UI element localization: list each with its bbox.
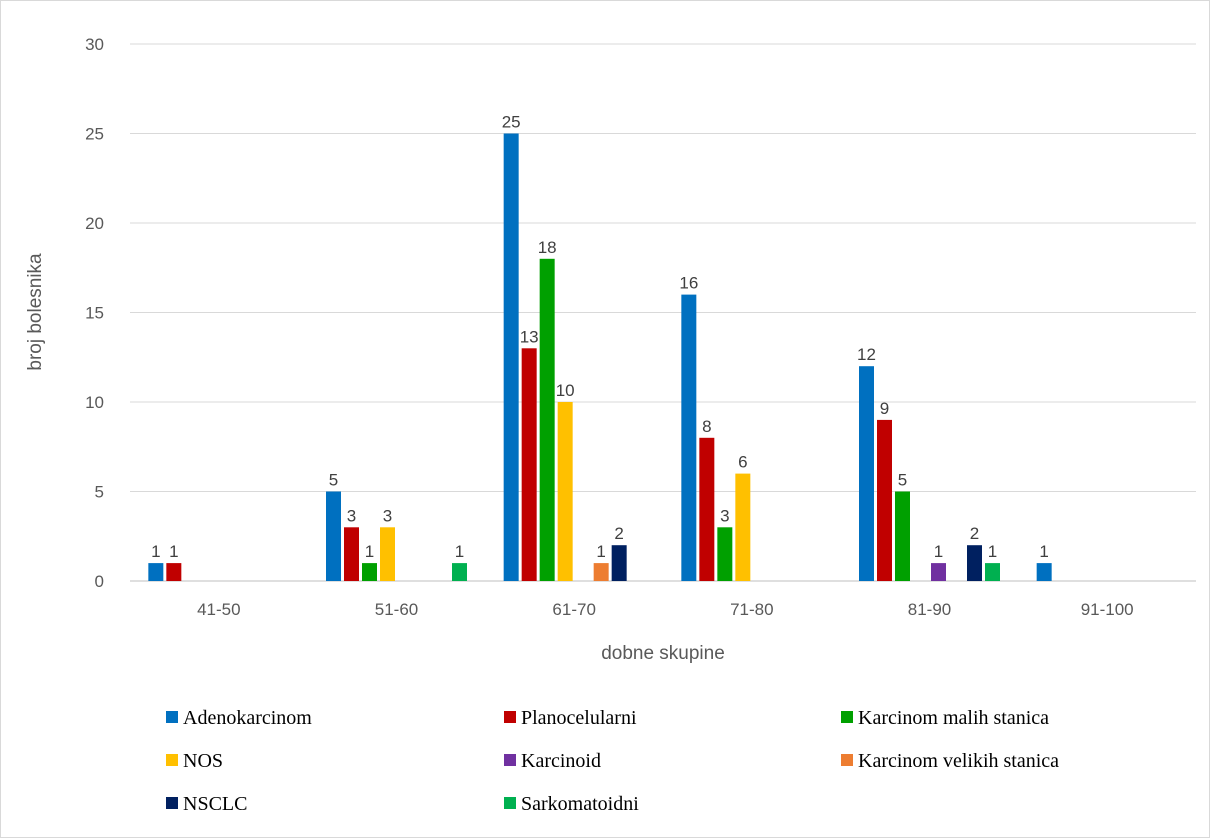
legend-label: Planocelularni	[521, 707, 637, 729]
y-tick-label: 5	[95, 483, 104, 502]
data-label: 1	[596, 542, 605, 561]
bar	[699, 437, 715, 581]
x-tick-label: 71-80	[730, 600, 773, 619]
bar	[859, 366, 874, 581]
bar	[148, 563, 164, 581]
x-axis-ticks: 41-50 51-60 61-70 71-80 81-90 91-100	[197, 600, 1134, 619]
x-tick-label: 41-50	[197, 600, 240, 619]
legend-label: Sarkomatoidni	[521, 793, 639, 815]
data-label: 1	[1039, 542, 1048, 561]
data-label: 12	[857, 345, 876, 364]
y-tick-label: 25	[85, 125, 104, 144]
data-label: 8	[702, 417, 711, 436]
legend: Adenokarcinom Planocelularni Karcinom mali…	[166, 707, 1059, 815]
bar	[344, 527, 359, 581]
data-label: 3	[347, 506, 356, 525]
legend-item: Karcinom velikih stanica	[841, 750, 1059, 772]
data-label: 2	[970, 524, 979, 543]
bar	[985, 563, 1000, 581]
legend-item: NSCLC	[166, 793, 247, 815]
legend-label: NSCLC	[183, 793, 247, 815]
bar	[539, 258, 555, 581]
data-label: 6	[738, 453, 747, 472]
data-label: 1	[169, 542, 178, 561]
data-label: 2	[614, 524, 623, 543]
bar	[1036, 563, 1052, 581]
legend-item: Adenokarcinom	[166, 707, 312, 729]
legend-swatch	[841, 711, 853, 723]
bar	[681, 294, 697, 581]
legend-swatch	[166, 754, 178, 766]
data-label: 1	[151, 542, 160, 561]
y-tick-label: 20	[85, 214, 104, 233]
bar	[521, 348, 537, 581]
y-tick-label: 0	[95, 572, 104, 591]
legend-swatch	[504, 711, 516, 723]
data-label: 1	[365, 542, 374, 561]
legend-item: Sarkomatoidni	[504, 793, 639, 815]
bar	[326, 491, 341, 581]
x-tick-label: 61-70	[552, 600, 595, 619]
data-label: 10	[556, 381, 575, 400]
legend-item: NOS	[166, 750, 223, 772]
legend-swatch	[166, 797, 178, 809]
y-axis-ticks: 0 5 10 15 20 25 30	[85, 35, 104, 591]
legend-swatch	[841, 754, 853, 766]
x-tick-label: 51-60	[375, 600, 418, 619]
y-tick-label: 15	[85, 304, 104, 323]
data-label: 9	[880, 399, 889, 418]
bar	[717, 527, 733, 581]
bar	[452, 563, 467, 581]
bar	[380, 527, 395, 581]
gridlines	[130, 43, 1196, 582]
bar	[931, 563, 946, 581]
bar	[735, 473, 751, 581]
y-axis-title: broj bolesnika	[25, 253, 46, 371]
legend-label: NOS	[183, 750, 223, 772]
y-tick-label: 10	[85, 393, 104, 412]
legend-label: Adenokarcinom	[183, 707, 312, 729]
bar	[593, 563, 609, 581]
legend-item: Planocelularni	[504, 707, 637, 729]
data-label: 13	[520, 327, 539, 346]
data-label: 1	[455, 542, 464, 561]
bar	[362, 563, 377, 581]
data-label: 5	[329, 471, 338, 490]
data-label: 1	[934, 542, 943, 561]
data-label: 5	[898, 471, 907, 490]
data-label: 3	[383, 506, 392, 525]
data-label: 3	[720, 506, 729, 525]
x-tick-label: 81-90	[908, 600, 951, 619]
legend-swatch	[166, 711, 178, 723]
bar	[895, 491, 910, 581]
bar	[557, 402, 573, 581]
data-label: 1	[988, 542, 997, 561]
legend-label: Karcinoid	[521, 750, 601, 772]
x-tick-label: 91-100	[1081, 600, 1134, 619]
bar	[611, 545, 627, 581]
bar	[503, 133, 519, 581]
data-label: 16	[679, 274, 698, 293]
legend-swatch	[504, 754, 516, 766]
data-label: 18	[538, 238, 557, 257]
legend-item: Karcinom malih stanica	[841, 707, 1049, 729]
bar	[166, 563, 182, 581]
x-axis-title: dobne skupine	[601, 643, 725, 664]
legend-label: Karcinom malih stanica	[858, 707, 1049, 729]
bar	[967, 545, 982, 581]
legend-label: Karcinom velikih stanica	[858, 750, 1059, 772]
bars	[148, 133, 1052, 581]
data-label: 25	[502, 113, 521, 132]
legend-item: Karcinoid	[504, 750, 601, 772]
bar	[877, 419, 892, 581]
y-tick-label: 30	[85, 35, 104, 54]
legend-swatch	[504, 797, 516, 809]
